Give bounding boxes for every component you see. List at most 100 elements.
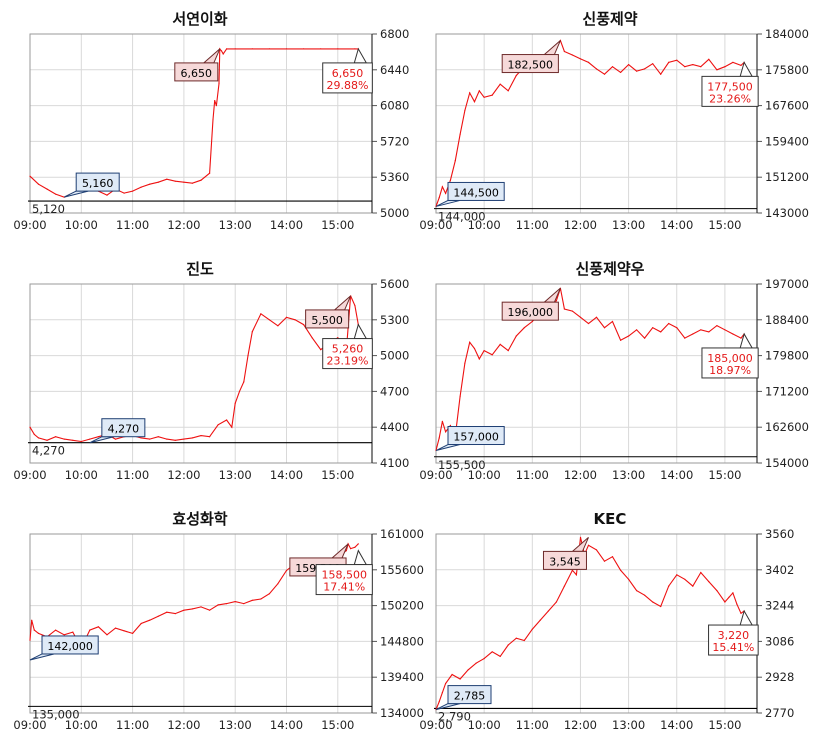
price-point — [55, 436, 57, 438]
x-tick-label: 15:00 — [708, 718, 741, 732]
price-point — [708, 331, 710, 333]
chart-panel: 진도 09:00 10:00 11:00 12:00 13:00 14:00 15:00 410… — [13, 260, 409, 482]
price-point — [63, 634, 65, 636]
price-point — [268, 593, 270, 595]
prev-close-label: 144,000 — [438, 210, 486, 224]
price-point — [268, 319, 270, 321]
x-tick-label: 09:00 — [13, 718, 46, 732]
callout-text: 23.26% — [709, 92, 751, 105]
price-point — [166, 611, 168, 613]
price-point — [700, 66, 702, 68]
prev-close-label: 5,120 — [32, 202, 65, 216]
x-tick-label: 10:00 — [468, 468, 501, 482]
price-point — [166, 438, 168, 440]
price-point — [571, 310, 574, 312]
price-point — [628, 64, 630, 66]
price-point — [243, 381, 245, 383]
price-point — [475, 662, 477, 664]
callout-text: 5,260 — [332, 343, 364, 356]
price-point — [467, 669, 469, 671]
price-point — [732, 333, 734, 335]
price-point — [473, 101, 476, 103]
price-point — [106, 194, 108, 196]
prev-close-label: 155,500 — [438, 458, 486, 472]
x-tick-label: 11:00 — [516, 218, 549, 232]
price-point — [72, 439, 74, 441]
price-point — [149, 438, 151, 440]
x-tick-label: 13:00 — [219, 218, 252, 232]
price-point — [345, 550, 347, 552]
price-point — [166, 178, 168, 180]
price-point — [491, 354, 493, 356]
y-tick-label: 155600 — [380, 563, 424, 577]
x-tick-label: 11:00 — [116, 468, 149, 482]
price-point — [251, 331, 253, 333]
callout-text: 29.88% — [327, 79, 369, 92]
price-point — [700, 329, 702, 331]
y-tick-label: 161000 — [380, 527, 424, 541]
price-point — [260, 598, 262, 600]
callout-low: 2,785 — [435, 685, 492, 711]
price-point — [80, 440, 82, 443]
price-point — [515, 74, 517, 77]
price-point — [676, 327, 678, 329]
price-point — [454, 160, 456, 162]
price-point — [628, 335, 630, 337]
price-point — [459, 133, 461, 135]
price-point — [200, 179, 202, 181]
x-tick-label: 13:00 — [219, 718, 252, 732]
x-tick-label: 09:00 — [419, 218, 452, 232]
price-point — [303, 324, 305, 326]
price-point — [174, 439, 176, 441]
price-point — [157, 181, 159, 183]
prev-close-label: 2,790 — [438, 709, 471, 723]
price-point — [483, 96, 485, 98]
price-point — [303, 48, 305, 50]
price-point — [716, 69, 718, 71]
price-point — [33, 433, 35, 435]
price-point — [478, 358, 480, 360]
price-point — [132, 632, 134, 635]
callout-box — [542, 550, 587, 570]
callout-box — [501, 301, 559, 321]
price-point — [692, 333, 694, 335]
price-point — [277, 325, 279, 327]
price-point — [46, 188, 48, 190]
prev-close-label: 135,000 — [32, 707, 80, 721]
price-point — [226, 48, 228, 50]
callout-box — [447, 685, 492, 705]
price-point — [354, 546, 356, 548]
price-point — [499, 83, 501, 85]
price-point — [140, 622, 142, 625]
price-point — [114, 627, 117, 629]
chart-panel: 신풍제약 09:00 10:00 11:00 12:00 13:00 14:00 15:00 1… — [419, 10, 808, 232]
price-point — [226, 419, 228, 421]
price-point — [603, 327, 606, 329]
price-point — [157, 436, 159, 438]
price-point — [563, 585, 566, 587]
price-point — [660, 331, 662, 333]
price-point — [684, 66, 686, 68]
price-point — [611, 66, 614, 68]
price-point — [89, 629, 91, 631]
price-point — [587, 544, 590, 546]
x-tick-label: 13:00 — [612, 218, 645, 232]
price-point — [247, 355, 249, 357]
x-tick-label: 09:00 — [13, 218, 46, 232]
price-point — [441, 420, 443, 422]
callout-text: 18.97% — [709, 364, 751, 377]
price-point — [676, 59, 678, 61]
price-point — [571, 569, 574, 571]
x-tick-label: 09:00 — [419, 468, 452, 482]
y-tick-label: 4700 — [380, 384, 409, 398]
x-tick-label: 15:00 — [708, 468, 741, 482]
callout-low: 142,000 — [29, 635, 99, 661]
callout-low: 144,500 — [435, 181, 505, 207]
price-point — [473, 347, 476, 350]
price-point — [220, 50, 223, 52]
price-point — [63, 438, 65, 440]
price-line — [435, 537, 745, 710]
price-point — [55, 193, 57, 195]
price-point — [231, 426, 233, 428]
